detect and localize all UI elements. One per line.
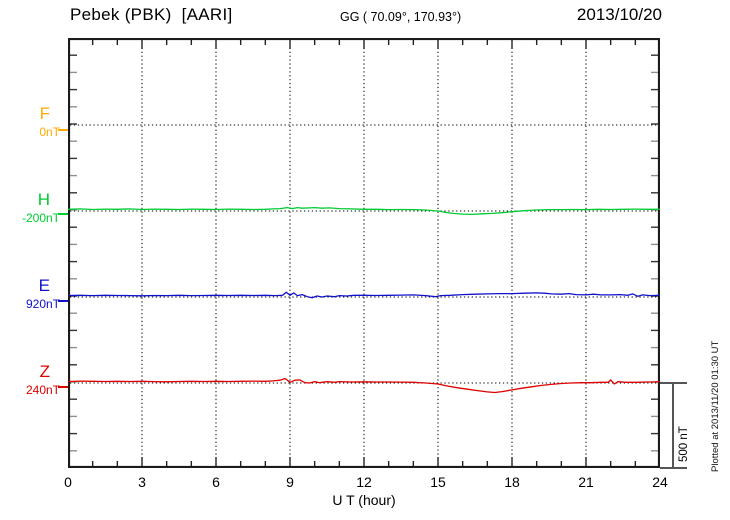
trace-H — [68, 206, 660, 216]
page-title: Pebek (PBK) [AARI] — [70, 5, 233, 24]
station-coordinates: GG ( 70.09°, 170.93°) — [340, 10, 462, 24]
x-tick-label-15: 15 — [430, 474, 446, 490]
x-tick-label-0: 0 — [64, 474, 72, 490]
x-tick-label-9: 9 — [286, 474, 294, 490]
plot-area — [68, 38, 660, 468]
baseline-tick-Z — [58, 386, 68, 388]
component-label-E: E — [38, 276, 50, 295]
x-tick-label-18: 18 — [504, 474, 520, 490]
x-tick-label-21: 21 — [578, 474, 594, 490]
plot-frame — [68, 38, 660, 468]
component-baseline-H: -200nT — [21, 211, 60, 225]
x-tick-label-3: 3 — [138, 474, 146, 490]
component-label-H: H — [37, 190, 50, 209]
x-tick-label-6: 6 — [212, 474, 220, 490]
baseline-tick-F — [58, 129, 68, 131]
component-label-Z: Z — [39, 362, 50, 381]
trace-Z — [68, 377, 660, 394]
scale-bar-label: 500 nT — [678, 426, 690, 462]
baseline-tick-H — [58, 213, 68, 215]
x-axis-title: U T (hour) — [332, 492, 396, 508]
component-baseline-E: 920nT — [25, 297, 60, 311]
date-label: 2013/10/20 — [576, 5, 662, 24]
component-baseline-F: 0nT — [39, 125, 60, 139]
plotted-at-note: Plotted at 2013/11/20 01:30 UT — [710, 340, 721, 472]
component-baseline-Z: 240nT — [25, 383, 60, 397]
x-tick-label-12: 12 — [356, 474, 372, 490]
trace-E — [68, 291, 660, 299]
baseline-tick-E — [58, 300, 68, 302]
x-tick-label-24: 24 — [652, 474, 668, 490]
component-label-F: F — [39, 104, 50, 123]
scale-bar — [660, 382, 687, 469]
